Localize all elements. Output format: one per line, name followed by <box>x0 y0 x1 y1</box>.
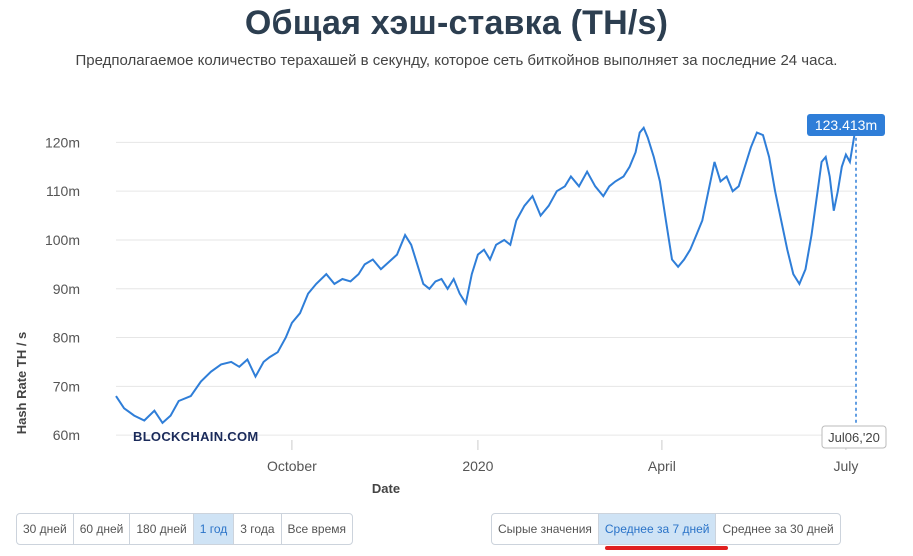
avg-7-days-button[interactable]: Среднее за 7 дней <box>598 514 717 544</box>
avg-30-days-button[interactable]: Среднее за 30 дней <box>722 522 834 536</box>
y-axis-ticks: 60m 70m 80m 90m 100m 110m 120m <box>45 134 80 443</box>
range-1-year-button[interactable]: 1 год <box>193 514 235 544</box>
x-tick-label: July <box>833 458 858 474</box>
x-axis-ticks: October 2020 April July <box>267 440 858 474</box>
y-tick-label: 80m <box>53 330 80 346</box>
range-all-time-button[interactable]: Все время <box>287 522 346 536</box>
y-tick-label: 70m <box>53 378 80 394</box>
tooltip-date-box: Jul06,'20 <box>821 425 887 449</box>
hash-rate-series-line <box>115 125 857 425</box>
chart-title: Общая хэш-ставка (TH/s) <box>244 4 669 42</box>
grid-lines <box>116 141 856 436</box>
x-tick-label: 2020 <box>462 458 493 474</box>
watermark: BLOCKCHAIN.COM <box>133 429 259 444</box>
range-button-group: 30 дней 60 дней 180 дней 1 год 3 года Вс… <box>16 513 353 545</box>
tooltip-date-label: Jul06,'20 <box>828 430 880 445</box>
range-3-years-button[interactable]: 3 года <box>234 514 282 544</box>
x-tick-label: October <box>267 458 317 474</box>
range-180-days-button[interactable]: 180 дней <box>130 514 194 544</box>
y-tick-label: 110m <box>46 183 80 199</box>
y-tick-label: 90m <box>53 281 80 297</box>
tooltip-value-label: 123.413m <box>815 117 877 133</box>
y-axis-title: Hash Rate TH / s <box>14 332 29 435</box>
x-tick-label: April <box>648 458 676 474</box>
y-tick-label: 100m <box>45 232 80 248</box>
tooltip-value-box: 123.413m <box>807 114 885 136</box>
range-30-days-button[interactable]: 30 дней <box>17 514 74 544</box>
chart-subtitle: Предполагаемое количество терахашей в се… <box>75 52 838 69</box>
x-axis-title: Date <box>372 481 400 496</box>
y-tick-label: 60m <box>53 427 80 443</box>
raw-values-button[interactable]: Сырые значения <box>492 514 599 544</box>
y-tick-label: 120m <box>45 134 80 150</box>
mode-button-group: Сырые значения Среднее за 7 дней Среднее… <box>491 513 841 545</box>
hash-rate-chart: 60m 70m 80m 90m 100m 110m 120m October 2020 Apri… <box>14 114 887 496</box>
range-60-days-button[interactable]: 60 дней <box>74 514 131 544</box>
active-mode-highlight <box>605 546 728 550</box>
